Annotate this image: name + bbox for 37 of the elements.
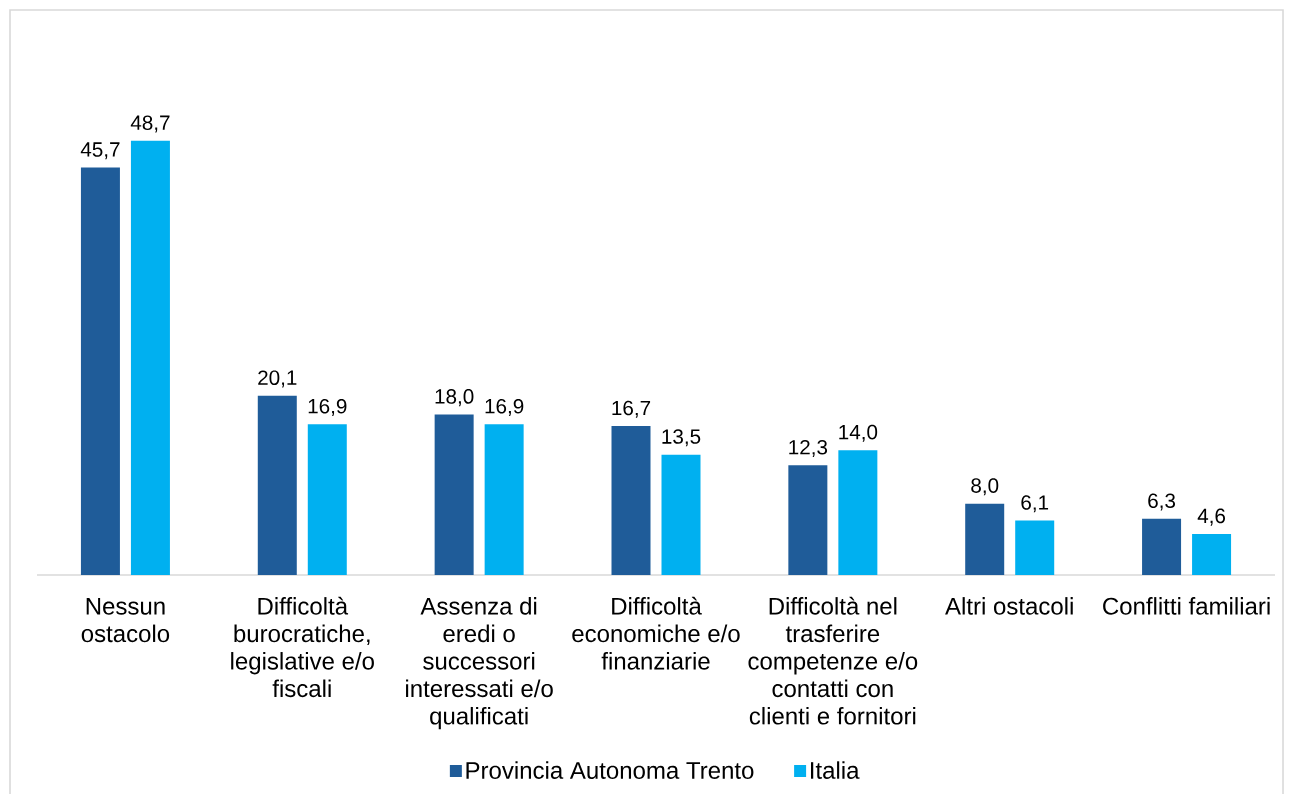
x-tick-label: Difficoltà nel trasferire competenze e/o contatti con clienti e fornitori (748, 596, 918, 725)
data-label: 8,0 (971, 478, 999, 496)
x-tick-label: Difficoltà burocratiche, legislative e/o fiscali (231, 596, 374, 698)
data-label: 13,5 (662, 429, 701, 447)
x-tick-label: Altri ostacoli (945, 597, 1073, 615)
bar (130, 140, 170, 575)
data-label: 16,9 (485, 398, 524, 416)
bar (965, 503, 1005, 575)
bar (611, 426, 651, 575)
data-label: 48,7 (130, 115, 170, 133)
legend-label: Italia (810, 761, 860, 779)
bar (1142, 518, 1182, 575)
data-label: 14,0 (839, 424, 878, 442)
x-tick-label: Conflitti familiari (1103, 597, 1270, 615)
bar (661, 454, 701, 575)
legend-label: Provincia Autonoma Trento (466, 761, 754, 779)
data-label: 12,3 (789, 439, 828, 457)
data-label: 6,3 (1148, 493, 1176, 511)
bar (434, 414, 474, 575)
data-label: 16,9 (308, 398, 347, 416)
bar (257, 395, 297, 575)
bar (307, 424, 347, 575)
data-label: 20,1 (258, 370, 297, 388)
x-tick-label: Nessun ostacolo (81, 597, 170, 643)
data-label: 4,6 (1197, 508, 1226, 526)
data-label: 45,7 (80, 142, 120, 160)
bar (838, 450, 878, 575)
data-label: 18,0 (435, 389, 474, 407)
bar (484, 424, 524, 575)
bar (1015, 520, 1055, 575)
bar (80, 167, 120, 575)
data-label: 6,1 (1021, 495, 1049, 513)
bar (1192, 534, 1232, 575)
x-tick-label: Assenza di eredi o successori interessati e/o qualificati (406, 597, 553, 730)
data-label: 16,7 (612, 400, 651, 418)
bar (788, 465, 828, 575)
x-tick-label: Difficoltà economiche e/o finanziarie (572, 596, 740, 670)
